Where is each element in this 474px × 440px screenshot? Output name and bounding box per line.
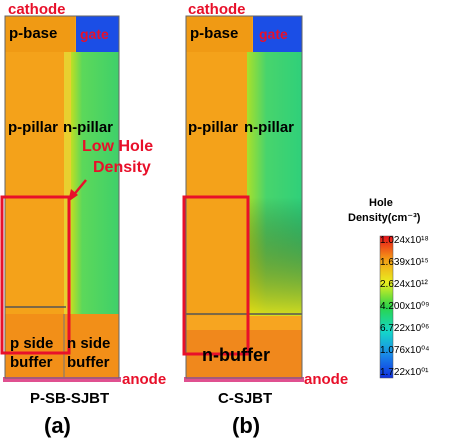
legend-tick-6: 1.722x10⁰¹ [380, 367, 429, 378]
left-p-base-label: p-base [9, 25, 58, 42]
left-n-side-label: n side [67, 335, 111, 352]
device-a-anode-contact [3, 377, 121, 382]
legend-tick-3: 4.200x10⁰⁹ [380, 301, 430, 312]
legend-title-line-1: Hole [369, 197, 393, 209]
right-p-pillar-label: p-pillar [188, 119, 239, 136]
right-gate-label: gate [259, 26, 288, 42]
legend-tick-5: 1.076x10⁰⁴ [380, 345, 430, 356]
legend-tick-4: 6.722x10⁰⁶ [380, 323, 430, 334]
left-cathode-label: cathode [8, 1, 66, 18]
legend-colorbar [379, 235, 394, 379]
left-gate-label: gate [80, 26, 109, 42]
annotation-line-1: Low Hole [82, 138, 154, 155]
panel-a-label: (a) [44, 413, 71, 438]
right-device-name: C-SJBT [218, 390, 273, 407]
left-buffer-left-label: buffer [10, 354, 53, 371]
device-b [182, 15, 304, 382]
legend-tick-1: 1.639x10¹⁵ [380, 257, 429, 268]
right-anode-label: anode [304, 371, 349, 388]
device-b-p-base [186, 16, 252, 52]
legend: Hole Density(cm⁻³) 1.024x10¹⁸ 1.639x10¹⁵… [348, 196, 474, 386]
device-b-anode-contact [184, 377, 304, 382]
device-b-highlight-box [182, 195, 250, 356]
device-b-buffer-band [186, 316, 302, 330]
device-b-gate [253, 16, 302, 52]
annotation-arrow [68, 179, 87, 202]
left-device-name: P-SB-SJBT [30, 390, 110, 407]
device-a-buffer [5, 314, 119, 378]
right-n-buffer-label: n-buffer [202, 345, 270, 365]
device-a-highlight-box [0, 195, 71, 355]
left-p-pillar-label: p-pillar [8, 119, 59, 136]
left-n-pillar-label: n-pillar [63, 119, 114, 136]
device-a [0, 15, 121, 382]
legend-tick-0: 1.024x10¹⁸ [380, 235, 429, 246]
device-a-n-pillar [70, 52, 119, 314]
annotation-line-2: Density [93, 159, 151, 176]
left-anode-label: anode [122, 371, 167, 388]
device-a-p-base [5, 16, 75, 52]
device-a-junction-streak [64, 52, 71, 314]
right-cathode-label: cathode [188, 1, 246, 18]
right-n-pillar-label: n-pillar [244, 119, 295, 136]
legend-title-line-2: Density(cm⁻³) [348, 212, 421, 224]
panel-b-label: (b) [232, 413, 261, 438]
legend-tick-2: 2.624x10¹² [380, 279, 428, 290]
left-buffer-right-label: buffer [67, 354, 110, 371]
device-a-gate [76, 16, 119, 52]
right-p-base-label: p-base [190, 25, 239, 42]
device-b-n-pillar-shading [247, 52, 302, 316]
left-p-side-label: p side [10, 335, 54, 352]
